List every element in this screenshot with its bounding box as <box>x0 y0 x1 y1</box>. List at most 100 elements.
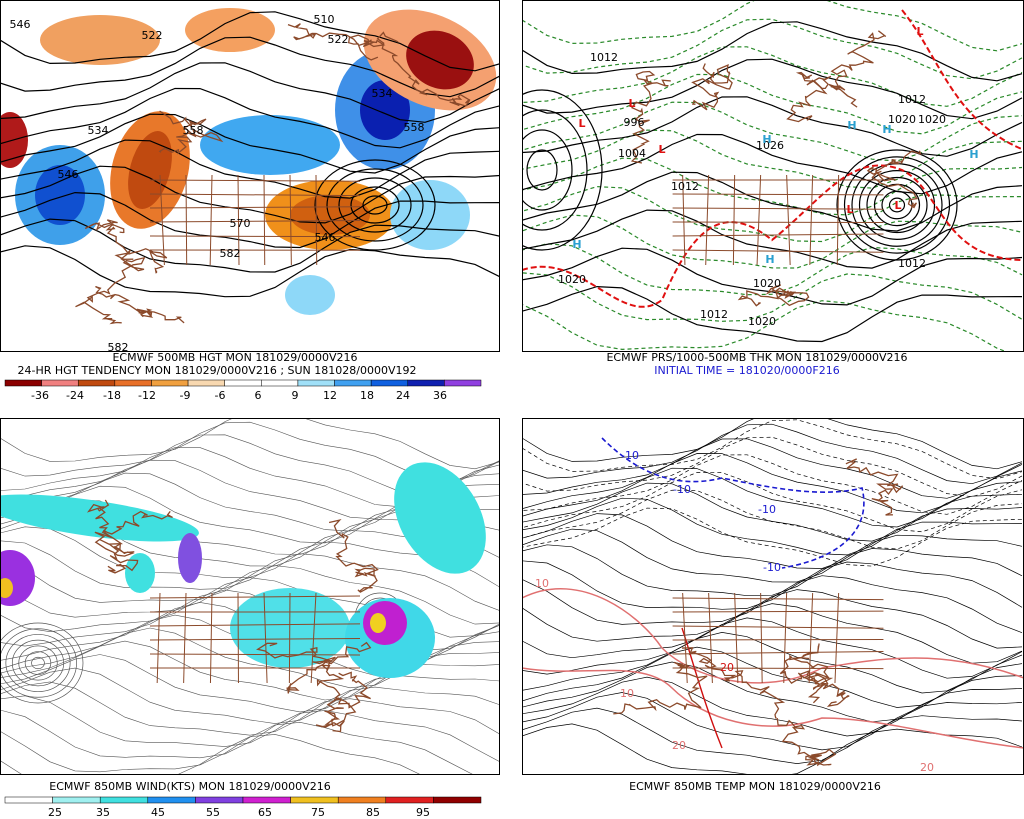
coastline <box>287 23 386 61</box>
coastline <box>630 70 671 164</box>
contour-label: 1020 <box>753 277 781 290</box>
contour <box>31 656 45 670</box>
border <box>682 174 686 266</box>
coastline <box>691 63 733 111</box>
map-area <box>0 418 500 775</box>
contour <box>362 195 388 215</box>
map-panel: ECMWF 850MB WIND(KTS) MON 181029/0000V21… <box>0 418 500 819</box>
coastline <box>75 249 146 325</box>
contour-label: 582 <box>108 341 129 354</box>
contour <box>522 438 1023 499</box>
colorbar-swatch <box>41 379 79 387</box>
contour <box>522 21 1023 82</box>
contour-label: 510 <box>314 13 335 26</box>
contour-label: 546 <box>58 168 79 181</box>
colorbar-swatch <box>151 379 189 387</box>
contour <box>522 18 1023 80</box>
contour <box>314 159 436 251</box>
border <box>672 597 884 601</box>
colorbar-label: 95 <box>416 806 430 819</box>
border <box>756 174 762 266</box>
contour <box>522 129 1023 189</box>
colorbar-label: 75 <box>311 806 325 819</box>
contour <box>522 453 1023 514</box>
colorbar-swatch <box>334 379 372 387</box>
contour <box>18 645 58 681</box>
contour <box>522 692 1023 751</box>
border <box>149 206 361 209</box>
shaded-area <box>40 15 160 65</box>
border <box>263 174 266 266</box>
border <box>672 625 884 629</box>
border <box>708 592 713 684</box>
coastline <box>86 499 139 574</box>
coastline <box>84 219 168 274</box>
shaded-area <box>125 553 155 593</box>
colorbar-swatch <box>370 379 409 387</box>
contour <box>522 272 1023 322</box>
colorbar-label: 25 <box>48 806 62 819</box>
contour <box>0 36 500 98</box>
contour <box>522 89 603 251</box>
coastline <box>94 510 173 557</box>
contour <box>522 418 1023 470</box>
border <box>288 592 291 684</box>
contour-label: L <box>628 97 635 110</box>
contour <box>866 176 928 234</box>
contour-label: -10 <box>763 561 781 574</box>
colorbar-label: 9 <box>292 389 299 402</box>
contour <box>522 497 1023 556</box>
colorbar-swatch <box>195 796 244 804</box>
colorbar-swatch <box>433 796 482 804</box>
border <box>809 174 814 266</box>
contour <box>0 681 500 736</box>
border <box>808 592 814 684</box>
coastline <box>737 284 810 307</box>
shaded-area <box>285 275 335 315</box>
contour <box>522 617 1023 679</box>
contour <box>522 243 1023 296</box>
coastline <box>845 458 904 516</box>
contour <box>836 149 958 261</box>
border <box>672 221 884 224</box>
colorbar-label: 18 <box>360 389 374 402</box>
border <box>672 249 884 253</box>
contour <box>0 622 84 704</box>
contour-label: 1020 <box>748 315 776 328</box>
contour-label: 10 <box>535 577 549 590</box>
coastline <box>866 150 922 210</box>
border <box>786 174 791 266</box>
contour <box>522 575 1023 634</box>
coastline <box>376 31 471 107</box>
contour <box>522 58 1023 120</box>
colorbar-label: 36 <box>433 389 447 402</box>
colorbar-swatch <box>337 796 387 804</box>
border <box>149 193 361 197</box>
contour <box>526 149 558 191</box>
colorbar-label: -24 <box>66 389 84 402</box>
border <box>263 592 268 684</box>
contour <box>0 418 500 470</box>
contour <box>843 156 951 254</box>
map-frame <box>0 0 500 352</box>
border <box>183 592 187 684</box>
contour-label: H <box>572 238 581 251</box>
contour-label: L <box>846 203 853 216</box>
contour <box>522 472 1023 533</box>
contour-label: 546 <box>10 18 31 31</box>
border <box>672 610 884 613</box>
map-area <box>0 0 500 352</box>
map-caption: ECMWF 850MB TEMP MON 181029/0000V216 <box>629 780 881 793</box>
coastline <box>776 717 837 767</box>
contour <box>522 632 1023 694</box>
contour <box>0 87 500 149</box>
contour <box>522 133 1023 195</box>
contour-label: 20 <box>720 661 734 674</box>
map-caption: INITIAL TIME = 181020/0000F216 <box>654 364 839 377</box>
colorbar-swatch <box>444 379 482 387</box>
contour <box>0 62 500 123</box>
contour-label: -10 <box>758 503 776 516</box>
contour <box>522 300 1009 352</box>
contour-label: 1012 <box>898 93 926 106</box>
